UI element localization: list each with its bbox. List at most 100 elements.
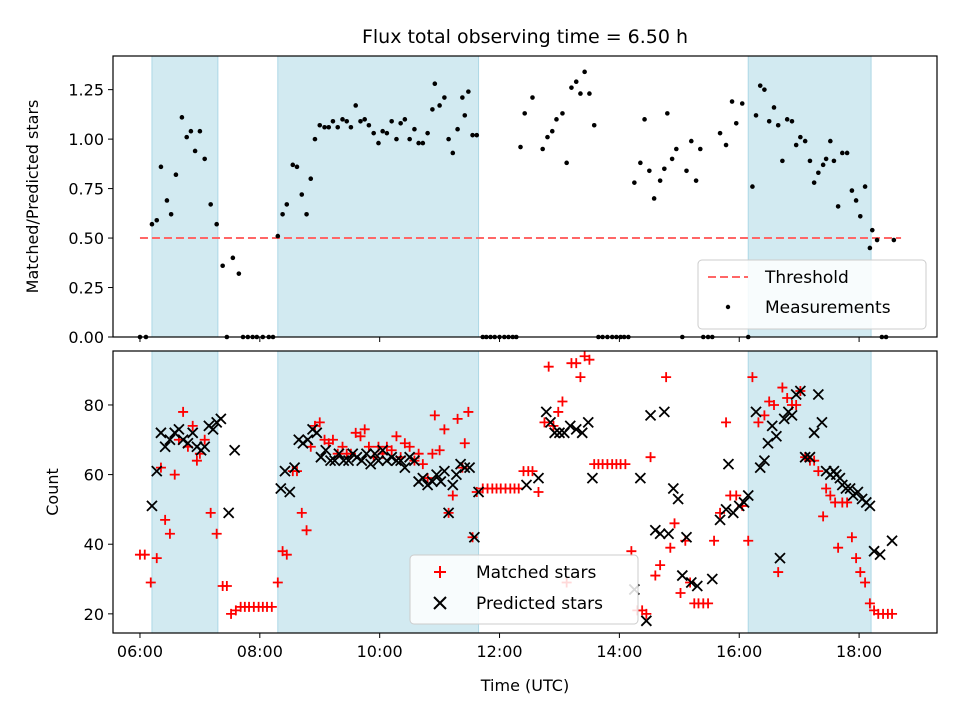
measurement-point: [753, 113, 759, 118]
predicted-star-point: [852, 486, 864, 498]
bottom-legend: Matched stars Predicted stars: [409, 554, 639, 625]
matched-star-point: [641, 608, 652, 619]
measurement-point: [775, 122, 781, 128]
predicted-star-point: [544, 416, 557, 429]
predicted-star-point: [582, 416, 594, 429]
bottom-y-axis-label: Count: [43, 468, 62, 516]
predicted-star-point: [658, 406, 670, 418]
legend-predicted-swatch: [433, 596, 447, 610]
matched-star-point: [791, 399, 802, 410]
matched-star-point: [887, 608, 898, 619]
measurement-point: [554, 117, 559, 122]
matched-star-point: [151, 553, 162, 564]
predicted-star-point: [311, 427, 323, 439]
measurement-point: [823, 156, 829, 162]
predicted-star-point: [421, 479, 434, 491]
predicted-star-point: [447, 479, 459, 491]
legend-threshold-label: Threshold: [764, 268, 849, 288]
measurement-point: [460, 95, 465, 100]
measurement-point: [693, 178, 699, 183]
top-y-tick-label: 0.75: [68, 180, 104, 199]
matched-star-point: [439, 424, 450, 435]
measurement-point: [236, 271, 242, 276]
predicted-star-point: [520, 479, 533, 491]
predicted-star-point: [356, 455, 368, 467]
matched-star-point: [178, 406, 189, 417]
predicted-star-point: [742, 489, 754, 502]
top-y-tick-label: 0.25: [68, 279, 104, 298]
matched-star-point: [211, 528, 222, 539]
bot-y-tick-label: 20: [84, 605, 104, 624]
measurement-point: [750, 184, 755, 189]
x-tick-label: 06:00: [117, 642, 163, 661]
bot-y-tick-label: 80: [84, 396, 104, 415]
predicted-star-point: [365, 458, 377, 470]
matched-star-point: [429, 410, 440, 421]
measurement-point: [430, 107, 435, 112]
predicted-star-point: [672, 493, 684, 505]
top-y-tick-label: 1.00: [68, 130, 104, 149]
matched-star-point: [759, 410, 770, 421]
measurement-point: [348, 124, 354, 130]
predicted-star-point: [279, 465, 291, 477]
predicted-star-point: [324, 455, 337, 467]
measurement-point: [540, 146, 545, 152]
measurement-point: [669, 156, 675, 162]
predicted-star-point: [284, 486, 296, 498]
measurement-point: [149, 221, 155, 227]
measurement-point: [380, 128, 385, 134]
measurement-point: [173, 172, 179, 178]
predicted-star-point: [722, 458, 735, 470]
measurement-point: [831, 158, 837, 164]
predicted-star-point: [223, 507, 235, 519]
measurement-point: [717, 130, 723, 136]
measurement-point: [632, 180, 637, 185]
predicted-star-point: [435, 475, 447, 488]
matched-star-point: [145, 577, 156, 588]
predicted-star-point: [430, 468, 443, 481]
bottom-shaded-intervals: [151, 350, 872, 634]
measurement-point: [674, 146, 679, 152]
predicted-star-point: [146, 500, 158, 512]
predicted-star-point: [164, 434, 176, 446]
measurement-point: [330, 119, 336, 124]
bot-y-tick-label: 60: [84, 466, 104, 485]
predicted-star-point: [778, 413, 790, 425]
matched-star-point: [391, 431, 402, 442]
matched-star-point: [661, 372, 672, 383]
matched-star-point: [821, 483, 832, 494]
matched-star-point: [447, 490, 458, 501]
top-y-axis-label: Matched/Predicted stars: [23, 100, 42, 294]
measurement-point: [202, 156, 207, 162]
matched-star-point: [199, 434, 210, 445]
measurement-point: [569, 85, 574, 90]
predicted-star-point: [360, 448, 373, 460]
predicted-star-point: [634, 472, 646, 484]
predicted-star-point: [275, 482, 287, 495]
measurement-point: [844, 150, 850, 156]
matched-star-point: [753, 417, 764, 428]
predicted-stars-points: [146, 385, 898, 627]
measurement-point: [820, 162, 826, 168]
measurement-point: [416, 140, 421, 146]
measurement-point: [184, 134, 190, 140]
matched-star-point: [860, 577, 871, 588]
measurement-point: [657, 178, 663, 183]
matched-star-point: [620, 459, 631, 470]
predicted-star-point: [395, 455, 407, 467]
legend-measurements-swatch: [725, 304, 731, 310]
matched-star-point: [266, 601, 277, 612]
matched-star-point: [296, 507, 307, 518]
predicted-star-point: [472, 486, 485, 498]
matched-star-point: [773, 567, 784, 578]
predicted-star-point: [685, 576, 697, 589]
predicted-star-point: [288, 461, 301, 474]
matched-star-point: [669, 518, 680, 529]
predicted-star-point: [404, 451, 416, 463]
measurement-point: [358, 119, 363, 124]
predicted-star-point: [847, 489, 859, 502]
measurement-point: [290, 162, 296, 168]
matched-star-point: [782, 393, 793, 403]
matched-star-point: [191, 455, 202, 466]
measurement-point: [684, 168, 689, 174]
